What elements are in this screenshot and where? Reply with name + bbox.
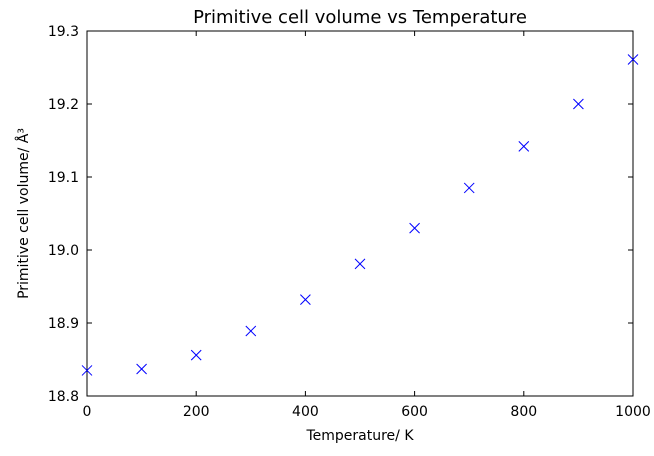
x-tick-label: 200 bbox=[183, 404, 210, 420]
x-tick-label: 1000 bbox=[615, 404, 651, 420]
data-point bbox=[463, 182, 475, 194]
y-axis-label: Primitive cell volume/ Å³ bbox=[15, 128, 32, 299]
x-axis-label: Temperature/ K bbox=[305, 428, 414, 444]
data-point bbox=[354, 258, 366, 270]
y-axis: 18.8 18.9 19.0 19.1 19.2 19.3 bbox=[48, 24, 633, 405]
y-tick-label: 18.9 bbox=[48, 316, 79, 332]
data-point bbox=[627, 54, 639, 65]
y-tick-label: 19.2 bbox=[48, 97, 79, 113]
data-points bbox=[81, 54, 639, 376]
data-point bbox=[136, 363, 147, 375]
x-axis: 0 200 400 600 800 1000 bbox=[83, 31, 651, 420]
data-point bbox=[300, 294, 311, 305]
x-tick-label: 600 bbox=[401, 404, 428, 420]
x-tick-label: 800 bbox=[510, 404, 537, 420]
data-point bbox=[518, 140, 530, 152]
x-tick-label: 400 bbox=[292, 404, 319, 420]
chart-title: Primitive cell volume vs Temperature bbox=[193, 7, 527, 28]
x-tick-label: 0 bbox=[83, 404, 92, 420]
y-tick-label: 19.1 bbox=[48, 170, 79, 186]
data-point bbox=[409, 222, 420, 234]
data-point bbox=[573, 98, 584, 110]
y-tick-label: 19.0 bbox=[48, 243, 79, 259]
data-point bbox=[190, 349, 202, 361]
y-tick-label: 18.8 bbox=[48, 389, 79, 405]
y-tick-label: 19.3 bbox=[48, 24, 79, 40]
plot-area bbox=[86, 30, 634, 397]
data-point bbox=[245, 325, 257, 337]
data-point bbox=[81, 365, 93, 376]
